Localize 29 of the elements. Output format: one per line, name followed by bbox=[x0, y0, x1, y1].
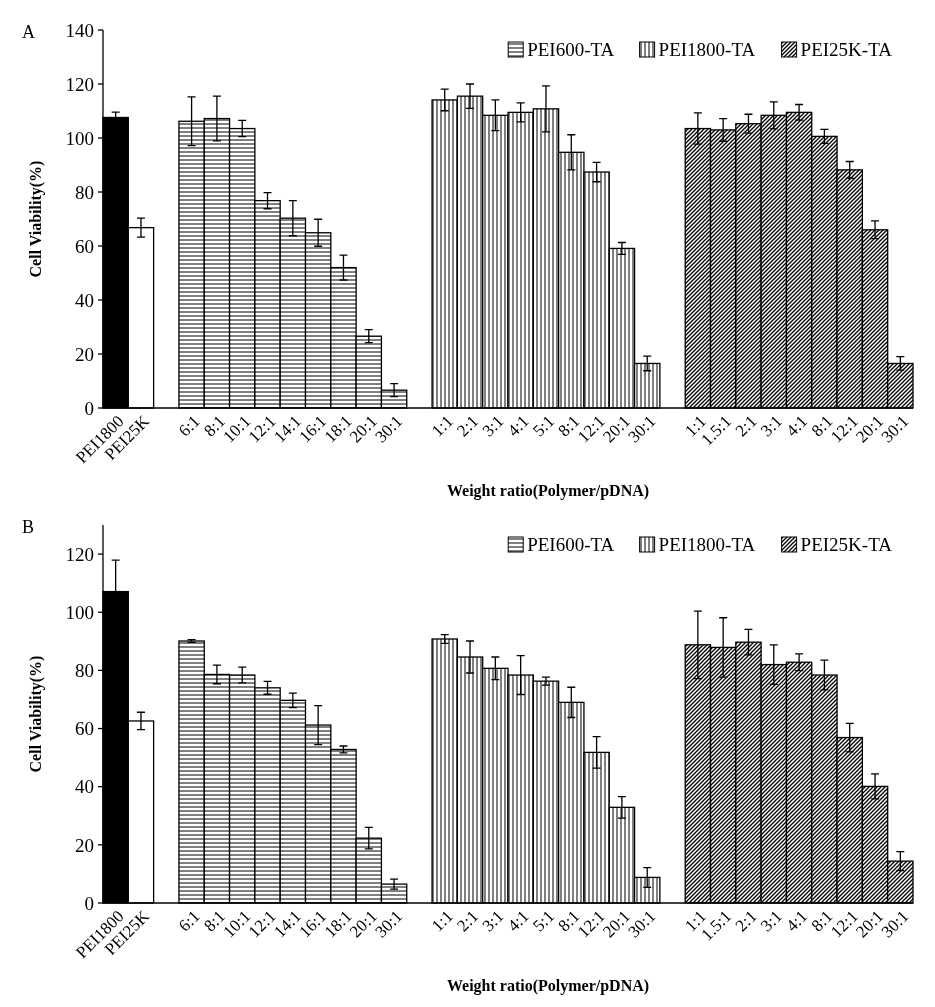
y-tick-label: 0 bbox=[84, 892, 94, 914]
y-tick-label: 20 bbox=[75, 834, 94, 856]
legend-label: PEI600-TA bbox=[527, 534, 615, 555]
legend-label: PEI25K-TA bbox=[800, 39, 893, 60]
y-tick-label: 100 bbox=[65, 127, 94, 149]
y-tick-label: 140 bbox=[65, 19, 94, 41]
y-tick-label: 120 bbox=[65, 73, 94, 95]
text: B bbox=[22, 517, 35, 537]
legend-label: PEI25K-TA bbox=[800, 534, 893, 555]
text: A bbox=[22, 22, 35, 42]
y-tick-label: 60 bbox=[75, 718, 94, 740]
y-tick-label: 20 bbox=[75, 343, 94, 365]
x-axis-title: Weight ratio(Polymer/pDNA) bbox=[446, 977, 650, 995]
legend-label: PEI600-TA bbox=[527, 39, 615, 60]
y-tick-label: 40 bbox=[75, 776, 94, 798]
x-axis-title: Weight ratio(Polymer/pDNA) bbox=[446, 482, 650, 500]
x-tick-label: 6:1 bbox=[174, 411, 204, 441]
y-tick-label: 80 bbox=[75, 660, 94, 682]
y-axis-title: Cell Viability(%) bbox=[27, 655, 45, 773]
y-tick-label: 0 bbox=[84, 397, 94, 419]
y-axis-title: Cell Viability(%) bbox=[27, 160, 45, 278]
legend-label: PEI1800-TA bbox=[658, 39, 756, 60]
y-tick-label: 60 bbox=[75, 235, 94, 257]
y-tick-label: 80 bbox=[75, 181, 94, 203]
y-tick-label: 100 bbox=[65, 601, 94, 623]
legend-label: PEI1800-TA bbox=[658, 534, 756, 555]
x-tick-label: 6:1 bbox=[174, 906, 204, 936]
y-tick-label: 40 bbox=[75, 289, 94, 311]
y-tick-label: 120 bbox=[65, 543, 94, 565]
